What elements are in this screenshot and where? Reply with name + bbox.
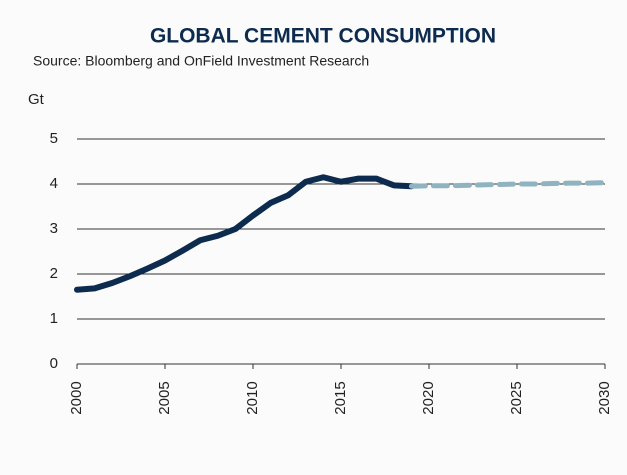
x-tick-label: 2025 (508, 381, 525, 414)
y-axis-label: Gt (28, 91, 45, 108)
y-tick-label: 3 (50, 220, 58, 237)
line-series (408, 180, 608, 189)
line-series (74, 174, 415, 293)
y-tick-label: 5 (50, 130, 58, 147)
y-tick-label: 1 (50, 310, 58, 327)
x-tick-label: 2005 (156, 381, 173, 414)
x-tick-label: 2000 (68, 381, 85, 414)
chart-subtitle: Source: Bloomberg and OnField Investment… (33, 53, 369, 69)
x-tick-label: 2010 (244, 381, 261, 414)
x-tick-label: 2020 (420, 381, 437, 414)
y-tick-label: 0 (50, 355, 58, 372)
y-tick-label: 4 (50, 175, 58, 192)
x-tick-label: 2030 (596, 381, 613, 414)
y-tick-label: 2 (50, 265, 58, 282)
x-tick-label: 2015 (332, 381, 349, 414)
chart-title: GLOBAL CEMENT CONSUMPTION (150, 25, 496, 48)
